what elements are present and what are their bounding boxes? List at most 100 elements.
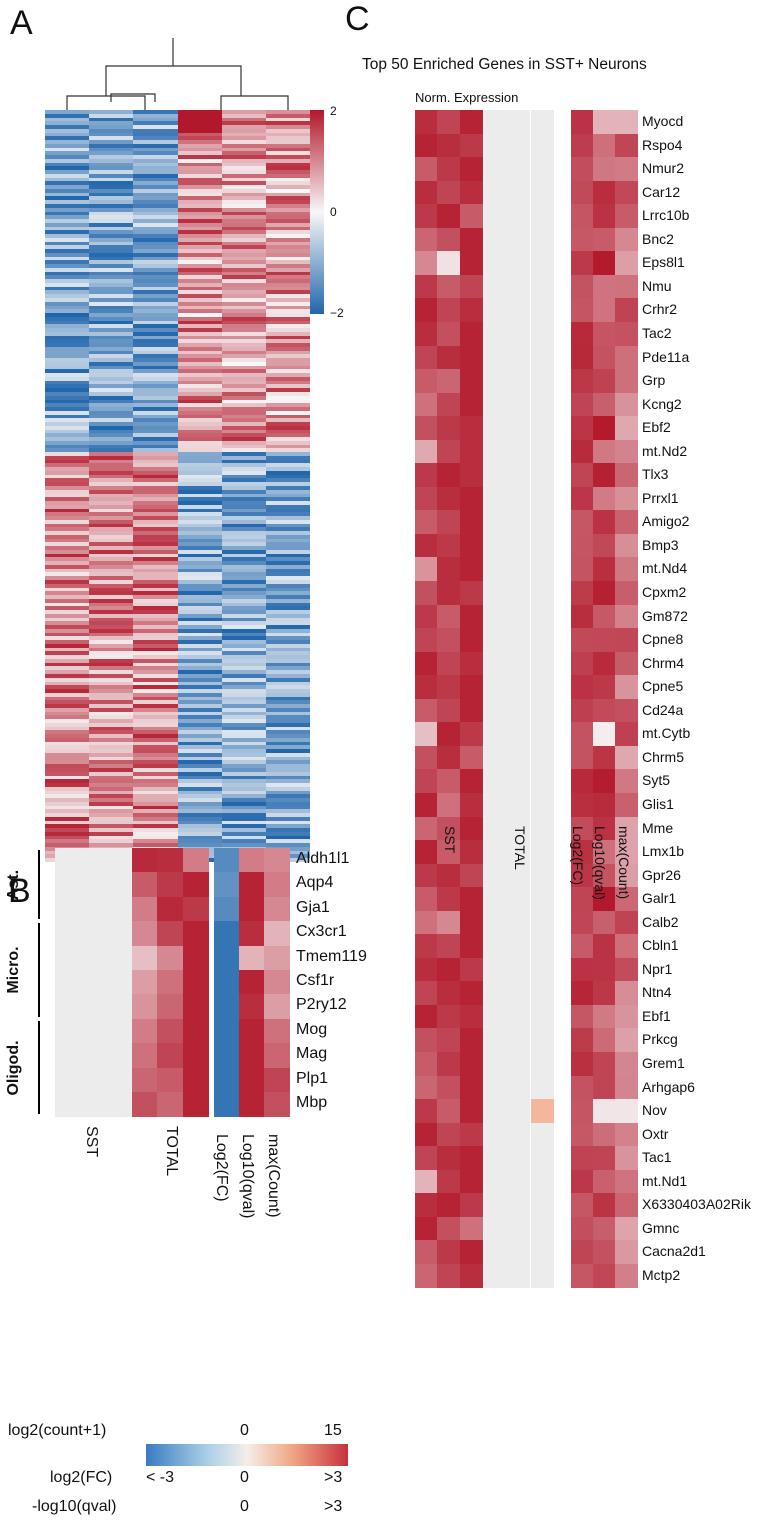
heatmap-a-cell <box>221 136 267 141</box>
heatmap-a-cell <box>45 576 90 581</box>
heatmap-a-cell <box>221 771 267 777</box>
gene-label-c: Cacna2d1 <box>642 1243 706 1260</box>
heatmap-c-cell <box>437 1146 461 1171</box>
col-label-c: Log2(FC) <box>570 826 586 886</box>
heatmap-a-cell <box>265 110 310 115</box>
heatmap-b-cell <box>239 1067 266 1093</box>
heatmap-a-cell <box>45 110 90 115</box>
heatmap-a-cell <box>133 335 179 340</box>
heatmap-a-cell <box>221 783 267 788</box>
gene-label-c: Eps8l1 <box>642 254 685 271</box>
heatmap-a-cell <box>221 128 267 134</box>
heatmap-a-cell <box>89 636 134 641</box>
heatmap-a-cell <box>89 275 134 280</box>
heatmap-a-cell <box>177 162 223 167</box>
heatmap-a-cell <box>221 504 267 510</box>
heatmap-a-cell <box>45 162 90 167</box>
heatmap-a-cell <box>177 835 223 841</box>
heatmap-a-cell <box>177 316 223 322</box>
heatmap-a-cell <box>133 715 179 720</box>
heatmap-a-cell <box>221 211 267 216</box>
heatmap-a-cell <box>45 414 90 419</box>
heatmap-a-cell <box>45 140 90 145</box>
heatmap-a-cell <box>265 230 310 235</box>
heatmap-c-cell <box>415 204 439 229</box>
heatmap-a-cell <box>89 568 134 574</box>
heatmap-a-cell <box>177 820 223 825</box>
heatmap-a-cell <box>133 613 179 619</box>
heatmap-a-cell <box>133 783 179 788</box>
heatmap-a-cell <box>265 313 310 318</box>
heatmap-c-cell <box>571 1216 595 1241</box>
heatmap-b-cell <box>214 970 241 995</box>
heatmap-a-cell <box>177 504 223 510</box>
heatmap-a-cell <box>89 722 134 728</box>
heatmap-a-cell <box>45 640 90 645</box>
heatmap-c-cell <box>415 392 439 417</box>
heatmap-a-cell <box>177 422 223 427</box>
heatmap-a-cell <box>45 204 90 209</box>
heatmap-b-cell <box>239 921 266 947</box>
heatmap-a-cell <box>221 681 267 686</box>
heatmap-a-cell <box>221 508 267 513</box>
heatmap-c-cell <box>437 439 461 464</box>
heatmap-c-cell <box>460 722 484 747</box>
heatmap-a-cell <box>221 188 267 194</box>
heatmap-a-cell <box>45 549 90 555</box>
heatmap-a-cell <box>45 226 90 231</box>
heatmap-b-cell <box>239 994 266 1020</box>
heatmap-c-cell <box>460 1240 484 1265</box>
heatmap-a-cell <box>221 455 267 461</box>
heatmap-a-cell <box>89 166 134 171</box>
gene-label-c: Chrm5 <box>642 748 685 765</box>
heatmap-a-cell <box>265 610 310 615</box>
heatmap-a-cell <box>265 704 310 709</box>
heatmap-a-cell <box>177 730 223 735</box>
heatmap-a-cell <box>221 200 267 205</box>
panel-label-b: B <box>8 872 31 910</box>
heatmap-a-cell <box>133 681 179 686</box>
heatmap-a-cell <box>89 692 134 698</box>
heatmap-a-cell <box>177 760 223 765</box>
gene-label-b: Gja1 <box>296 898 330 916</box>
heatmap-a-cell <box>265 226 310 231</box>
heatmap-a-cell <box>45 512 90 517</box>
heatmap-a-cell <box>89 282 134 288</box>
heatmap-a-cell <box>265 662 310 668</box>
heatmap-a-cell <box>265 380 310 386</box>
heatmap-a-cell <box>177 188 223 194</box>
heatmap-a-cell <box>265 568 310 574</box>
heatmap-a-cell <box>177 219 223 224</box>
heatmap-a-cell <box>133 677 179 683</box>
heatmap-c-cell <box>437 227 461 252</box>
heatmap-a-cell <box>221 531 267 536</box>
gene-label-c: Cpne8 <box>642 631 684 648</box>
heatmap-a-cell <box>221 512 267 517</box>
gene-label-c: Mctp2 <box>642 1266 681 1283</box>
heatmap-a-cell <box>89 309 134 314</box>
heatmap-a-cell <box>45 572 90 577</box>
heatmap-c-cell <box>415 110 439 135</box>
heatmap-a-cell <box>133 516 179 521</box>
col-label-b: max(Count) <box>265 1134 282 1218</box>
heatmap-c-cell <box>615 628 639 653</box>
heatmap-a-cell <box>89 343 134 348</box>
heatmap-a-cell <box>45 689 90 694</box>
heatmap-a-cell <box>89 666 134 671</box>
heatmap-c-cell <box>571 321 595 347</box>
heatmap-c-cell <box>484 1075 508 1100</box>
heatmap-a-cell <box>133 267 179 273</box>
gene-label-b: Mag <box>296 1045 328 1063</box>
heatmap-a-cell <box>133 373 179 378</box>
heatmap-c-cell <box>415 863 439 888</box>
heatmap-a-cell <box>177 707 223 713</box>
heatmap-a-cell <box>221 204 267 209</box>
heatmap-c-cell <box>615 1028 639 1053</box>
col-label-b: Log2(FC) <box>213 1134 230 1202</box>
heatmap-a-cell <box>45 839 90 844</box>
heatmap-a-cell <box>133 313 179 318</box>
heatmap-a-cell <box>265 324 310 329</box>
heatmap-a-cell <box>221 591 267 596</box>
heatmap-b-cell <box>214 1018 241 1044</box>
heatmap-a-cell <box>133 768 179 773</box>
